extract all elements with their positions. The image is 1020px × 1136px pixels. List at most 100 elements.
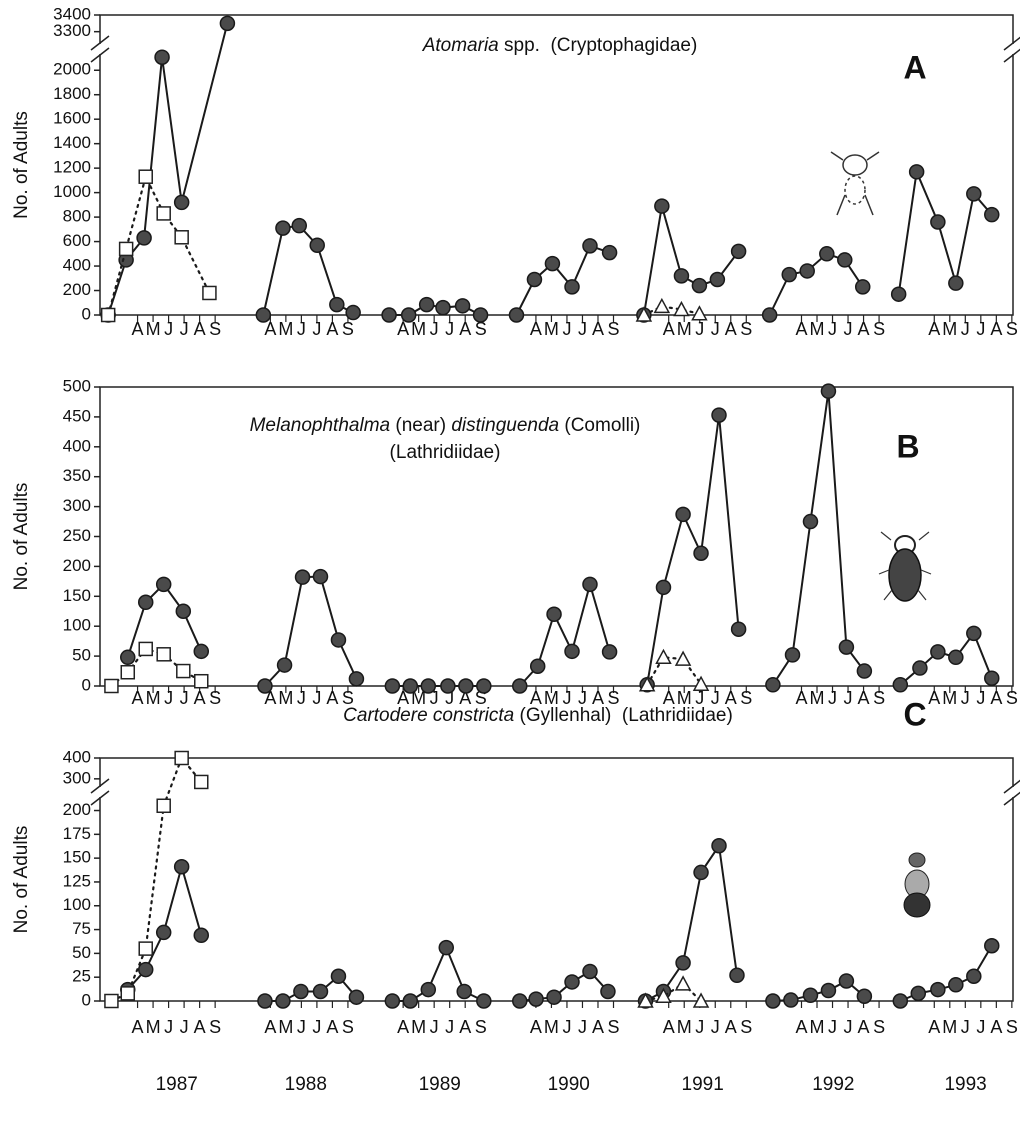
x-tick-label: S — [342, 319, 354, 339]
data-point — [729, 967, 745, 984]
data-point — [653, 297, 671, 314]
data-point — [402, 993, 419, 1009]
y-tick-label: 1200 — [53, 158, 91, 177]
x-tick-label: A — [326, 688, 338, 708]
year-label: 1987 — [156, 1074, 198, 1095]
y-tick-label: 1000 — [53, 182, 91, 201]
y-tick-label: 200 — [63, 800, 91, 819]
data-point — [544, 255, 561, 272]
y-tick-label: 0 — [82, 304, 91, 323]
data-point — [257, 678, 273, 694]
x-tick-label: A — [725, 688, 737, 708]
data-point — [476, 678, 492, 694]
data-point — [528, 991, 544, 1007]
y-tick-label: 400 — [63, 256, 91, 275]
x-tick-label: A — [928, 319, 940, 339]
title-part: Cartodere constricta — [343, 705, 514, 726]
data-point — [420, 981, 437, 998]
data-point — [691, 305, 708, 321]
x-tick-label: A — [663, 1017, 675, 1037]
axis-break-mark — [1003, 36, 1020, 63]
data-point — [219, 15, 236, 32]
x-tick-label: A — [725, 319, 737, 339]
x-tick-label: M — [278, 319, 293, 339]
x-tick-label: A — [194, 688, 206, 708]
data-point — [730, 621, 747, 637]
x-tick-label: M — [942, 1017, 957, 1037]
data-point — [104, 678, 119, 694]
x-tick-label: J — [578, 1017, 587, 1037]
x-tick-label: A — [459, 1017, 471, 1037]
data-point — [601, 244, 618, 261]
x-tick-label: S — [607, 1017, 619, 1037]
data-point — [711, 838, 727, 854]
x-tick-label: A — [326, 1017, 338, 1037]
x-tick-label: M — [544, 1017, 559, 1037]
title-part: spp. (Cryptophagidae) — [499, 35, 698, 56]
title-part: Melanophthalma — [250, 415, 390, 436]
data-point — [312, 568, 329, 585]
y-tick-label: 200 — [63, 556, 91, 575]
data-point — [761, 307, 778, 323]
x-tick-label: A — [795, 1017, 807, 1037]
data-point — [154, 49, 170, 65]
data-point — [635, 306, 653, 322]
beetle-icon — [903, 852, 931, 918]
data-point — [930, 214, 946, 230]
x-tick-label: A — [397, 1017, 409, 1037]
data-point — [856, 988, 873, 1004]
data-point — [173, 858, 190, 875]
data-point — [930, 981, 946, 998]
x-tick-label: S — [740, 1017, 752, 1037]
series-line — [644, 843, 738, 1002]
x-tick-label: M — [677, 319, 692, 339]
x-tick-label: M — [677, 688, 692, 708]
data-point — [138, 169, 153, 184]
data-point — [294, 569, 311, 585]
data-point — [966, 968, 982, 984]
data-point — [930, 644, 946, 660]
panel: 0 50 100 150 200 250 300 350 400 450 500 No. of Adu… — [11, 376, 1018, 707]
x-tick-label: A — [264, 1017, 276, 1037]
data-point — [854, 279, 871, 295]
x-tick-label: A — [795, 319, 807, 339]
data-point — [120, 986, 136, 1001]
series-line — [107, 173, 211, 317]
data-point — [345, 304, 361, 321]
x-tick-label: A — [592, 1017, 604, 1037]
data-point — [799, 263, 815, 279]
y-tick-label: 175 — [63, 824, 91, 843]
x-tick-label: A — [397, 688, 409, 708]
x-tick-label: J — [961, 688, 970, 708]
data-point — [692, 675, 710, 691]
data-point — [675, 955, 691, 971]
x-tick-label: J — [164, 319, 173, 339]
x-tick-label: J — [297, 1017, 306, 1037]
data-point — [348, 989, 365, 1005]
x-tick-label: M — [942, 688, 957, 708]
data-point — [908, 164, 925, 180]
y-tick-label: 2000 — [53, 60, 91, 79]
data-point — [118, 241, 134, 257]
x-tick-label: M — [544, 688, 559, 708]
data-point — [155, 576, 172, 593]
title-part: (Comolli) — [559, 415, 640, 436]
data-point — [312, 983, 329, 1000]
x-tick-label: M — [146, 688, 161, 708]
data-point — [384, 678, 401, 694]
panel: 0 200 400 600 800 1000 1200 1400 1600 1800 2000 330… — [11, 4, 1020, 339]
data-point — [765, 993, 781, 1009]
y-tick-label: 300 — [63, 768, 91, 787]
y-tick-label: 1400 — [53, 133, 91, 152]
data-point — [529, 658, 546, 675]
data-point — [275, 993, 291, 1009]
data-point — [291, 217, 308, 234]
data-point — [156, 647, 171, 662]
x-tick-label: A — [990, 1017, 1002, 1037]
data-point — [948, 275, 964, 291]
data-point — [381, 307, 397, 323]
data-point — [458, 678, 474, 694]
y-axis-label: No. of Adults — [11, 826, 32, 934]
y-tick-label: 800 — [63, 207, 91, 226]
title-part: distinguenda — [451, 415, 559, 436]
